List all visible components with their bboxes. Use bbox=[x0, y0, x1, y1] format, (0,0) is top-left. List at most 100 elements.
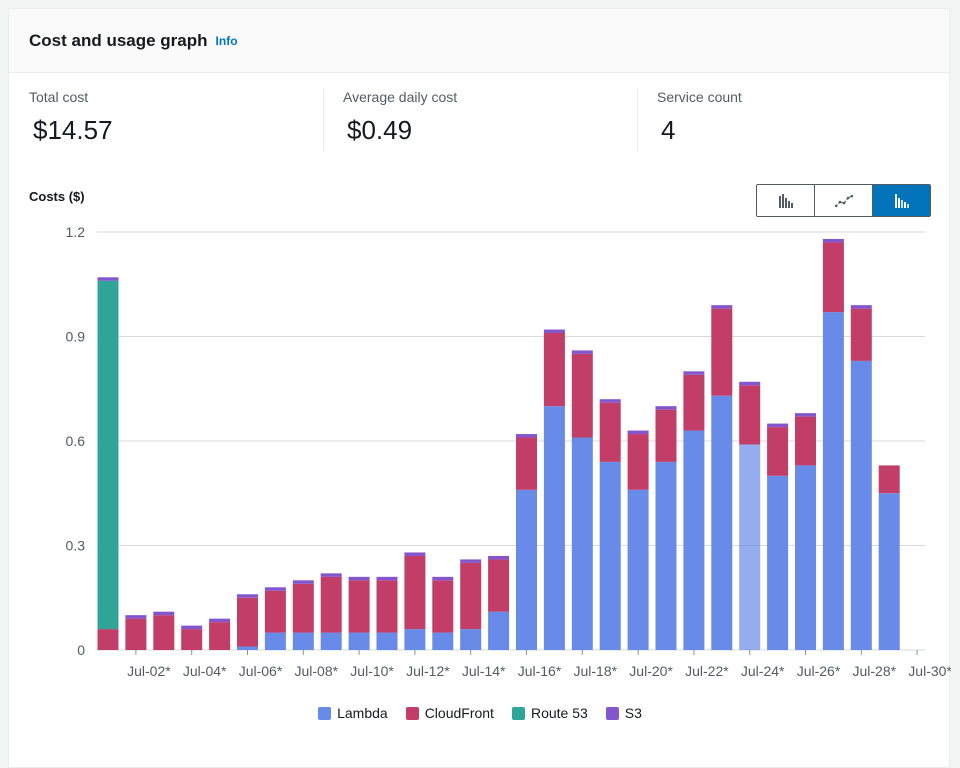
bar-segment-s3[interactable] bbox=[488, 555, 510, 560]
bar-segment-cloudfront[interactable] bbox=[767, 427, 789, 476]
bar-segment-s3[interactable] bbox=[264, 587, 286, 591]
bar-segment-lambda[interactable] bbox=[516, 489, 537, 650]
bar-segment-cloudfront[interactable] bbox=[599, 402, 621, 462]
bar-segment-cloudfront[interactable] bbox=[181, 629, 203, 650]
bar-segment-s3[interactable] bbox=[767, 423, 789, 428]
bar-segment-cloudfront[interactable] bbox=[683, 374, 705, 431]
bar-segment-s3[interactable] bbox=[460, 559, 482, 563]
bar-segment-cloudfront[interactable] bbox=[292, 583, 314, 633]
legend-item-s3[interactable]: S3 bbox=[605, 705, 642, 721]
stat-value: 4 bbox=[661, 115, 676, 145]
bar-segment-cloudfront[interactable] bbox=[627, 434, 649, 490]
bar-segment-lambda[interactable] bbox=[739, 444, 761, 650]
bar-segment-s3[interactable] bbox=[516, 434, 537, 438]
line-chart-icon bbox=[834, 194, 853, 207]
bar-segment-lambda[interactable] bbox=[822, 312, 844, 650]
bar-segment-s3[interactable] bbox=[320, 573, 342, 577]
bar-segment-lambda[interactable] bbox=[878, 493, 900, 650]
bar-segment-lambda[interactable] bbox=[711, 395, 733, 650]
bar-segment-lambda[interactable] bbox=[795, 465, 816, 650]
bar-segment-lambda[interactable] bbox=[264, 632, 286, 650]
x-tick-label: Jul-04* bbox=[183, 663, 227, 679]
bar-segment-cloudfront[interactable] bbox=[432, 580, 454, 633]
bar-segment-cloudfront[interactable] bbox=[655, 409, 677, 462]
bar-segment-s3[interactable] bbox=[850, 305, 872, 309]
bar-segment-s3[interactable] bbox=[655, 406, 677, 410]
bar-segment-lambda[interactable] bbox=[460, 629, 482, 650]
bar-segment-cloudfront[interactable] bbox=[97, 629, 119, 650]
info-link[interactable]: Info bbox=[215, 33, 238, 48]
bar-segment-s3[interactable] bbox=[599, 399, 621, 403]
bar-segment-lambda[interactable] bbox=[655, 461, 677, 650]
bar-segment-cloudfront[interactable] bbox=[376, 580, 398, 633]
bar-segment-s3[interactable] bbox=[711, 305, 733, 309]
bar-segment-cloudfront[interactable] bbox=[320, 576, 342, 633]
bar-segment-cloudfront[interactable] bbox=[711, 308, 733, 396]
bar-segment-lambda[interactable] bbox=[404, 629, 426, 650]
bar-segment-lambda[interactable] bbox=[376, 632, 398, 650]
bar-segment-lambda[interactable] bbox=[348, 632, 370, 650]
bar-segment-cloudfront[interactable] bbox=[543, 333, 565, 407]
bar-segment-s3[interactable] bbox=[739, 381, 761, 386]
bar-segment-s3[interactable] bbox=[683, 371, 705, 375]
bar-segment-lambda[interactable] bbox=[850, 360, 872, 650]
bar-segment-s3[interactable] bbox=[292, 580, 314, 584]
bar-segment-route-53[interactable] bbox=[97, 280, 119, 630]
bar-segment-cloudfront[interactable] bbox=[153, 615, 175, 650]
bar-segment-cloudfront[interactable] bbox=[264, 590, 286, 633]
chart-type-toggle bbox=[756, 184, 931, 217]
bar-segment-lambda[interactable] bbox=[488, 611, 510, 650]
bar-segment-lambda[interactable] bbox=[320, 632, 342, 650]
bar-chart-button[interactable] bbox=[757, 185, 814, 216]
bar-segment-s3[interactable] bbox=[125, 615, 147, 619]
bar-segment-cloudfront[interactable] bbox=[516, 437, 537, 490]
x-tick-label: Jul-18* bbox=[574, 663, 618, 679]
bar-segment-s3[interactable] bbox=[348, 576, 370, 581]
bar-segment-s3[interactable] bbox=[404, 552, 426, 556]
bar-segment-cloudfront[interactable] bbox=[348, 580, 370, 633]
bar-segment-cloudfront[interactable] bbox=[237, 597, 258, 647]
bar-segment-cloudfront[interactable] bbox=[571, 353, 593, 438]
bar-segment-s3[interactable] bbox=[181, 625, 203, 630]
bar-segment-s3[interactable] bbox=[543, 329, 565, 334]
legend-item-lambda[interactable]: Lambda bbox=[318, 705, 388, 721]
legend-swatch bbox=[318, 706, 332, 720]
stat-average-daily-cost: Average daily cost $0.49 bbox=[343, 89, 457, 153]
bar-segment-s3[interactable] bbox=[237, 594, 258, 598]
bar-segment-cloudfront[interactable] bbox=[878, 465, 900, 494]
bar-segment-cloudfront[interactable] bbox=[850, 308, 872, 361]
bar-segment-cloudfront[interactable] bbox=[795, 416, 816, 466]
bar-segment-cloudfront[interactable] bbox=[125, 618, 147, 650]
bar-segment-cloudfront[interactable] bbox=[822, 242, 844, 313]
y-tick-label: 0 bbox=[77, 642, 85, 658]
line-chart-button[interactable] bbox=[814, 185, 872, 216]
bar-segment-lambda[interactable] bbox=[292, 632, 314, 650]
bar-segment-s3[interactable] bbox=[153, 611, 175, 616]
legend-item-route-53[interactable]: Route 53 bbox=[511, 705, 588, 721]
bar-segment-s3[interactable] bbox=[432, 576, 454, 581]
panel-header: Cost and usage graph Info bbox=[9, 9, 949, 73]
bar-segment-cloudfront[interactable] bbox=[460, 562, 482, 630]
bar-segment-cloudfront[interactable] bbox=[739, 385, 761, 445]
bar-segment-lambda[interactable] bbox=[767, 475, 789, 650]
bar-segment-lambda[interactable] bbox=[627, 489, 649, 650]
legend-item-cloudfront[interactable]: CloudFront bbox=[405, 705, 494, 721]
bar-segment-lambda[interactable] bbox=[571, 437, 593, 650]
bar-segment-cloudfront[interactable] bbox=[209, 622, 231, 650]
bar-segment-s3[interactable] bbox=[376, 576, 398, 581]
bar-segment-s3[interactable] bbox=[795, 413, 816, 417]
bar-segment-lambda[interactable] bbox=[543, 406, 565, 650]
bar-segment-cloudfront[interactable] bbox=[488, 559, 510, 612]
bar-segment-lambda[interactable] bbox=[683, 430, 705, 650]
bar-segment-cloudfront[interactable] bbox=[404, 555, 426, 630]
stacked-bar-chart-button[interactable] bbox=[872, 185, 930, 216]
bar-segment-s3[interactable] bbox=[627, 430, 649, 435]
bar-segment-lambda[interactable] bbox=[237, 646, 258, 650]
bar-segment-s3[interactable] bbox=[97, 277, 119, 281]
bar-segment-s3[interactable] bbox=[209, 618, 231, 623]
bar-segment-lambda[interactable] bbox=[599, 461, 621, 650]
bar-segment-s3[interactable] bbox=[571, 350, 593, 354]
bar-segment-s3[interactable] bbox=[822, 238, 844, 243]
bar-chart-icon bbox=[778, 193, 793, 208]
bar-segment-lambda[interactable] bbox=[432, 632, 454, 650]
